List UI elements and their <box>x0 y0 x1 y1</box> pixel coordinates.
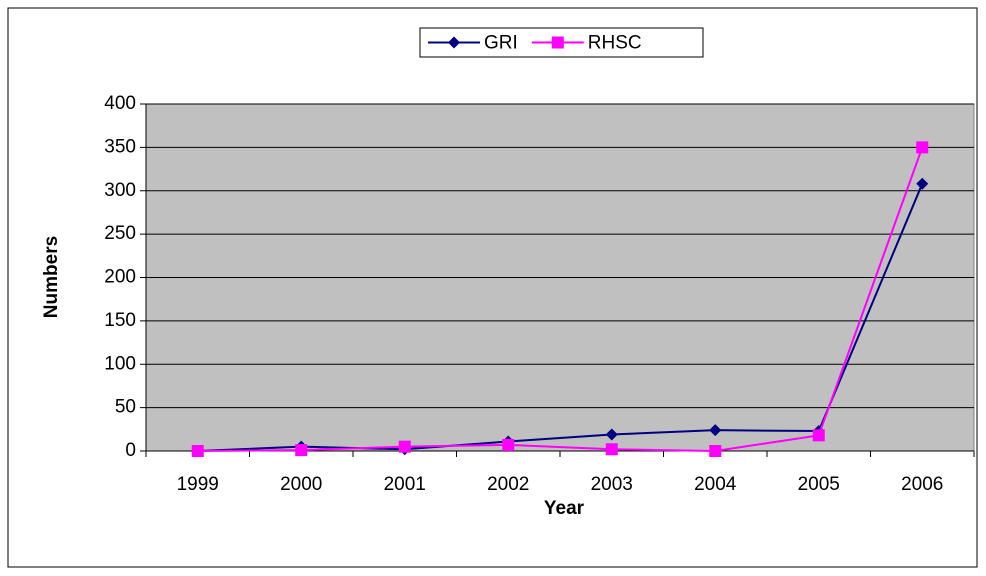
y-tick-label: 50 <box>115 397 136 418</box>
marker <box>605 443 618 456</box>
series-line <box>197 183 924 452</box>
marker <box>916 177 929 190</box>
marker <box>398 440 411 453</box>
y-tick-label: 150 <box>104 310 136 331</box>
y-tick-label: 350 <box>104 136 136 157</box>
y-axis-label: Numbers <box>41 236 62 318</box>
x-tick-label: 2006 <box>901 474 943 495</box>
legend-label: GRI <box>484 33 518 54</box>
y-tick-label: 400 <box>104 93 136 114</box>
marker <box>448 36 460 49</box>
x-tick-label: 1999 <box>177 474 219 495</box>
y-tick-label: 250 <box>104 223 136 244</box>
y-tick-label: 200 <box>104 267 136 288</box>
y-tick-label: 100 <box>104 353 136 374</box>
marker <box>502 438 515 451</box>
marker <box>812 429 825 442</box>
marker <box>709 424 722 437</box>
x-tick-label: 2002 <box>487 474 529 495</box>
x-tick-label: 2005 <box>798 474 840 495</box>
series-line <box>197 147 924 453</box>
y-tick-label: 300 <box>104 180 136 201</box>
marker <box>295 444 308 457</box>
x-tick-label: 2004 <box>694 474 737 495</box>
legend-label: RHSC <box>588 33 642 54</box>
marker <box>709 445 722 457</box>
x-tick-label: 2001 <box>384 474 426 495</box>
x-tick-label: 2003 <box>591 474 633 495</box>
marker <box>605 428 618 441</box>
x-tick-label: 2000 <box>280 474 322 495</box>
marker <box>916 141 929 154</box>
y-tick-label: 0 <box>125 440 136 461</box>
x-axis-label: Year <box>544 498 585 519</box>
marker <box>191 445 204 457</box>
marker <box>551 36 564 49</box>
